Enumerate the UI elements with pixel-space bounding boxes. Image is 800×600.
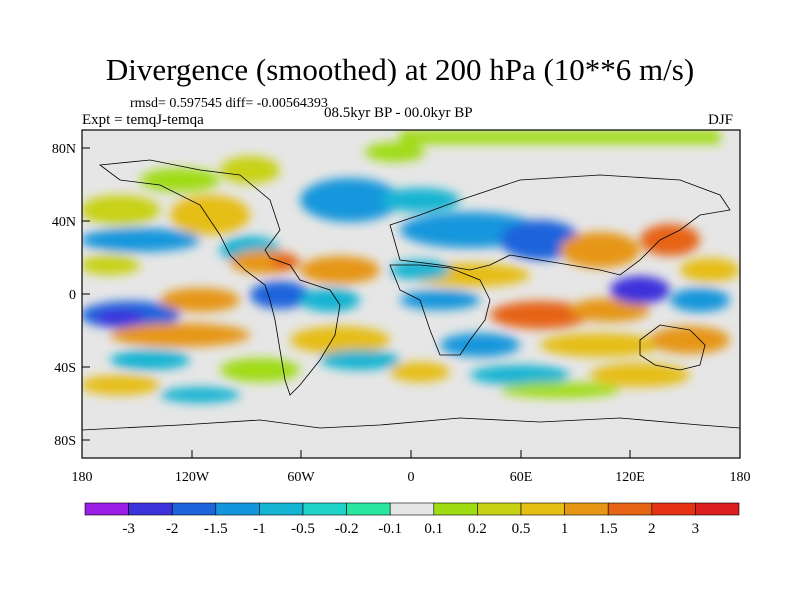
colorbar-label: 3 [692, 521, 700, 537]
colorbar-label: 1.5 [599, 521, 618, 537]
colorbar-swatch [433, 502, 478, 516]
experiment-label: Expt = temqJ-temqa [82, 112, 204, 128]
colorbar-label: -0.1 [378, 521, 402, 537]
colorbar-label: 1 [561, 521, 569, 537]
season-label: DJF [708, 112, 734, 128]
lon-label-180e: 180 [730, 470, 751, 485]
colorbar-swatch [651, 502, 696, 516]
divergence-field [82, 130, 740, 403]
lon-label-60w: 60W [287, 470, 315, 485]
lon-axis: 180 120W 60W 0 60E 120E 180 [72, 450, 751, 485]
colorbar-swatch [564, 502, 609, 516]
colorbar-label: 2 [648, 521, 656, 537]
colorbar-label: 0.2 [468, 521, 487, 537]
colorbar-label: -3 [122, 521, 135, 537]
colorbar-label: -1.5 [204, 521, 228, 537]
period-label: 08.5kyr BP - 00.0kyr BP [324, 105, 473, 121]
colorbar-swatch [389, 502, 435, 516]
lat-label-80s: 80S [54, 434, 76, 449]
colorbar-swatch [302, 502, 347, 516]
colorbar-label: -0.5 [291, 521, 315, 537]
lon-label-120e: 120E [615, 470, 645, 485]
lat-axis: 80N 40N 0 40S 80S [52, 142, 90, 449]
colorbar-swatch [259, 502, 304, 516]
colorbar: -3 -2 -1.5 -1 -0.5 -0.2 -0.1 0.1 0.2 0.5 1 1.5 2 3 [84, 502, 740, 537]
lat-label-80n: 80N [52, 142, 76, 157]
colorbar-label: 0.5 [512, 521, 531, 537]
lon-label-180w: 180 [72, 470, 93, 485]
colorbar-swatch [520, 502, 565, 516]
lat-label-0: 0 [69, 288, 76, 303]
lon-label-60e: 60E [510, 470, 533, 485]
colorbar-label: -0.2 [335, 521, 359, 537]
colorbar-swatch [695, 502, 740, 516]
map-title: Divergence (smoothed) at 200 hPa (10**6 … [105, 52, 695, 87]
lon-label-0: 0 [408, 470, 415, 485]
coastlines [82, 159, 740, 431]
colorbar-swatch [477, 502, 522, 516]
colorbar-swatch [346, 502, 391, 516]
lon-label-120w: 120W [175, 470, 210, 485]
stats-text: rmsd= 0.597545 diff= -0.00564393 [130, 96, 328, 111]
lat-label-40s: 40S [54, 361, 76, 376]
colorbar-swatch [171, 502, 217, 516]
colorbar-swatch [128, 502, 173, 516]
colorbar-swatch [84, 502, 129, 516]
colorbar-swatch [215, 502, 260, 516]
lat-label-40n: 40N [52, 215, 76, 230]
colorbar-swatch [607, 502, 653, 516]
colorbar-label: -2 [166, 521, 179, 537]
colorbar-label: -1 [253, 521, 266, 537]
colorbar-label: 0.1 [424, 521, 443, 537]
